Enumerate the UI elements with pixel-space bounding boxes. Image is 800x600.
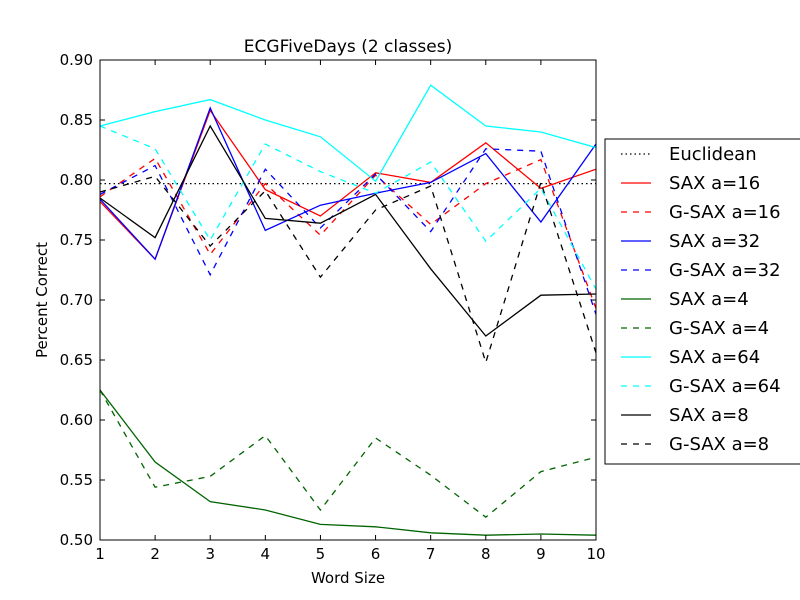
y-tick-label: 0.75 — [60, 231, 93, 249]
legend-label: SAX a=16 — [669, 173, 760, 194]
x-tick-label: 5 — [316, 545, 326, 563]
legend-label: Euclidean — [669, 144, 757, 165]
x-tick-label: 3 — [205, 545, 215, 563]
legend-label: G-SAX a=32 — [669, 260, 781, 281]
y-tick-label: 0.70 — [60, 291, 93, 309]
x-tick-label: 2 — [150, 545, 160, 563]
y-tick-label: 0.80 — [60, 171, 93, 189]
legend-label: G-SAX a=64 — [669, 376, 781, 397]
y-tick-label: 0.55 — [60, 471, 93, 489]
x-tick-label: 9 — [536, 545, 546, 563]
y-tick-label: 0.85 — [60, 111, 93, 129]
series-line-sax-a-16 — [100, 109, 596, 261]
x-tick-label: 4 — [261, 545, 271, 563]
series-line-sax-a-8 — [100, 124, 596, 337]
plot-area: 1 2 3 4 5 6 7 8 9 10 0.50 0.55 0.60 0.65 0.70 0.75 0.80 0… — [60, 51, 606, 563]
y-tick-label: 0.60 — [60, 411, 93, 429]
series-line-g-sax-a-32 — [100, 148, 596, 315]
legend-label: SAX a=32 — [669, 231, 760, 252]
x-tick-label: 1 — [95, 545, 105, 563]
x-tick-label: 6 — [371, 545, 381, 563]
y-tick-label: 0.90 — [60, 51, 93, 69]
series-line-sax-a-4 — [100, 389, 596, 536]
legend-label: SAX a=64 — [669, 347, 760, 368]
chart-title: ECGFiveDays (2 classes) — [244, 37, 452, 57]
series-line-sax-a-64 — [100, 84, 596, 183]
x-tick-label: 8 — [481, 545, 491, 563]
x-tick-label: 10 — [586, 545, 605, 563]
legend-label: G-SAX a=4 — [669, 318, 769, 339]
y-tick-label: 0.65 — [60, 351, 93, 369]
plot-frame — [99, 59, 597, 541]
x-axis-label: Word Size — [311, 569, 385, 587]
x-tick-label: 7 — [426, 545, 436, 563]
series-line-g-sax-a-8 — [100, 175, 596, 365]
legend: Euclidean SAX a=16 G-SAX a=16 SAX a=32 G-SAX… — [604, 138, 800, 465]
y-axis-label: Percent Correct — [33, 242, 51, 358]
series-line-g-sax-a-16 — [100, 157, 596, 309]
legend-label: G-SAX a=16 — [669, 202, 781, 223]
series-line-sax-a-32 — [100, 106, 596, 261]
legend-label: SAX a=4 — [669, 289, 749, 310]
y-tick-label: 0.50 — [60, 531, 93, 549]
legend-label: SAX a=8 — [669, 405, 749, 426]
legend-box — [604, 138, 800, 465]
series-line-g-sax-a-64 — [100, 125, 596, 290]
series-line-g-sax-a-4 — [100, 389, 596, 519]
legend-label: G-SAX a=8 — [669, 434, 769, 455]
series-group — [100, 84, 596, 536]
